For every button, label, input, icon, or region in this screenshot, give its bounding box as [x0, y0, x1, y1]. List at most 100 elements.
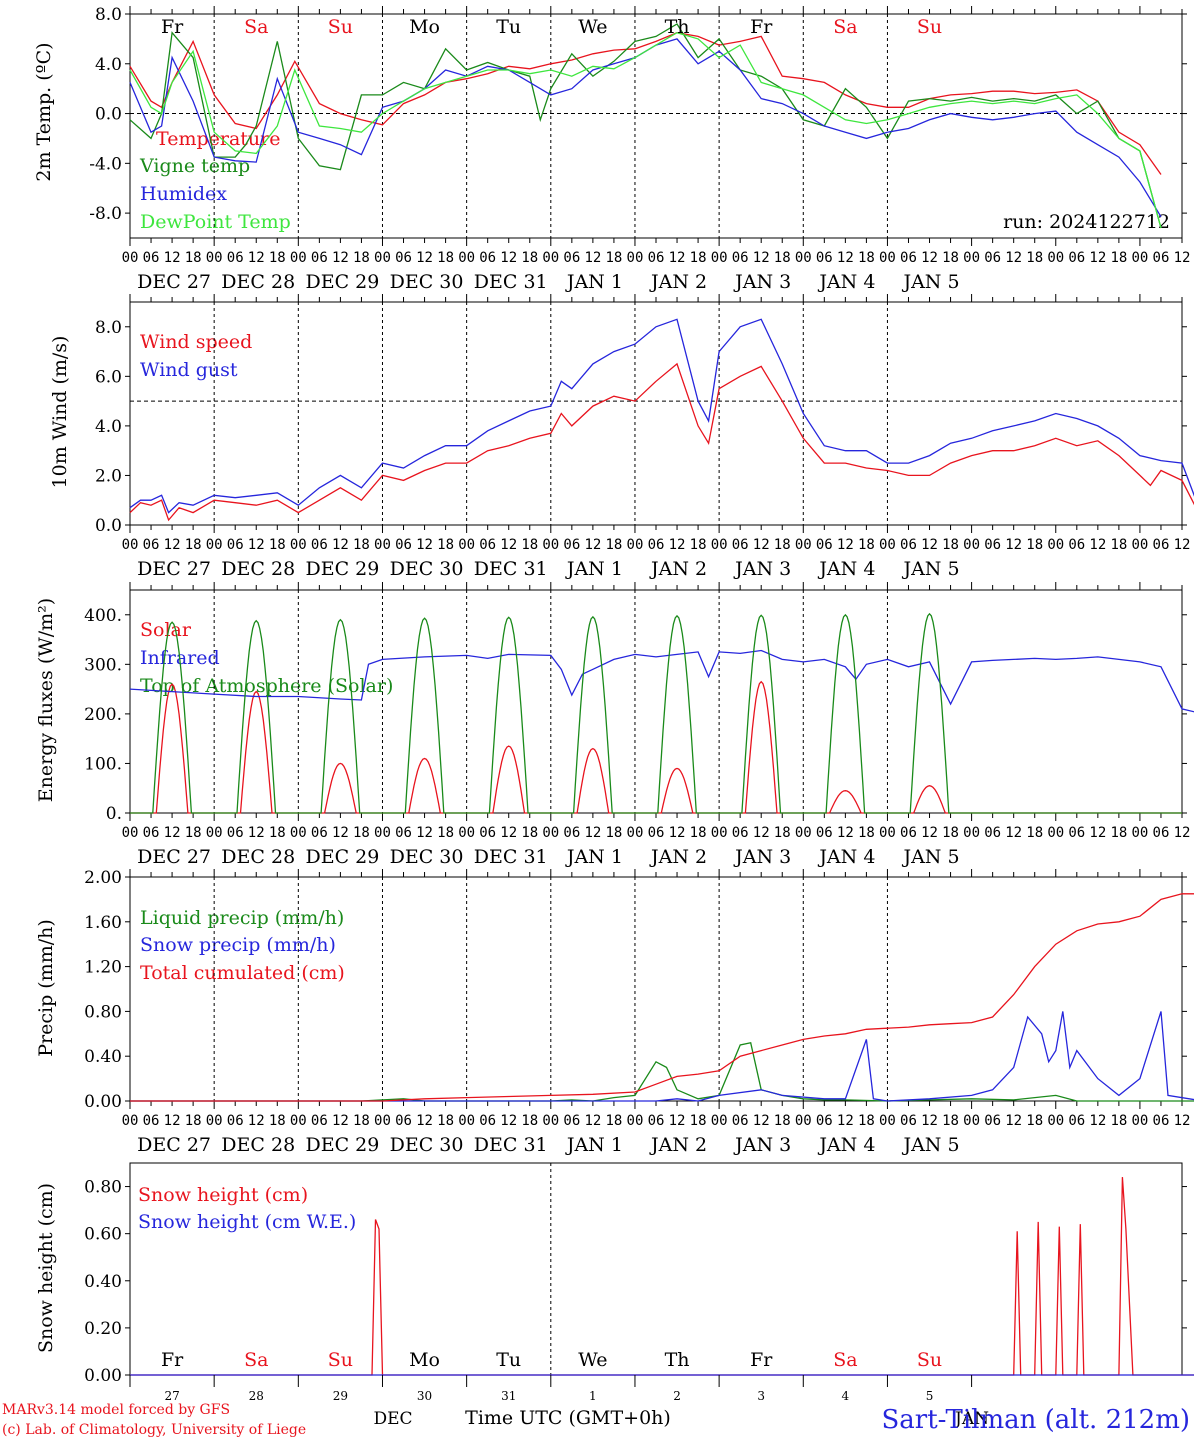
hour-tick-label: 00: [879, 537, 896, 553]
weekday-top: We: [578, 16, 607, 38]
hour-tick-label: 00: [963, 1113, 980, 1129]
hour-tick-label: 06: [816, 1113, 833, 1129]
hour-tick-label: 18: [437, 250, 454, 266]
hour-tick-label: 12: [416, 250, 433, 266]
hour-tick-label: 00: [963, 250, 980, 266]
hour-tick-label: 00: [963, 537, 980, 553]
hour-tick-label: 06: [311, 825, 328, 841]
temperature-ylabel: 2m Temp. (ºC): [33, 42, 55, 181]
hour-tick-label: 12: [584, 1113, 601, 1129]
hour-tick-label: 06: [311, 1113, 328, 1129]
hour-tick-label: 00: [458, 250, 475, 266]
hour-tick-label: 00: [374, 537, 391, 553]
weekday-top: Su: [917, 16, 942, 38]
hour-tick-label: 18: [269, 537, 286, 553]
y-tick-label: 4.0: [95, 55, 122, 75]
date-label: DEC 28: [221, 558, 295, 580]
weekday-bottom: Fr: [750, 1349, 773, 1371]
hour-tick-label: 12: [1089, 250, 1106, 266]
weekday-bottom: Sa: [833, 1349, 857, 1371]
hour-tick-label: 06: [143, 825, 160, 841]
y-tick-label: 4.0: [95, 417, 122, 437]
hour-tick-label: 06: [732, 537, 749, 553]
hour-tick-label: 00: [206, 250, 223, 266]
hour-tick-label: 18: [942, 825, 959, 841]
hour-tick-label: 06: [984, 537, 1001, 553]
y-tick-label: 400.: [84, 606, 122, 626]
hour-tick-label: 18: [1110, 537, 1127, 553]
y-tick-label: 100.: [84, 754, 122, 774]
hour-tick-label: 18: [774, 825, 791, 841]
series-line: [129, 23, 1162, 229]
weekday-bottom: Fr: [161, 1349, 184, 1371]
hour-tick-label: 06: [1153, 1113, 1170, 1129]
hour-tick-label: 18: [185, 250, 202, 266]
hour-tick-label: 12: [1005, 825, 1022, 841]
hour-tick-label: 18: [185, 1113, 202, 1129]
hour-tick-label: 00: [1131, 250, 1148, 266]
legend-dewpoint: DewPoint Temp: [140, 211, 291, 233]
hour-tick-label: 18: [858, 1113, 875, 1129]
hour-tick-label: 00: [458, 1113, 475, 1129]
hour-tick-label: 12: [1089, 537, 1106, 553]
snow-panel: Snow height (cm) Snow height (cm) Snow h…: [35, 1183, 356, 1353]
date-label: JAN 2: [649, 558, 707, 580]
hour-tick-label: 12: [921, 825, 938, 841]
day-number: 1: [589, 1389, 597, 1403]
hour-tick-label: 00: [711, 1113, 728, 1129]
day-number: 28: [249, 1389, 264, 1403]
y-tick-label: 1.20: [84, 958, 122, 978]
hour-tick-label: 12: [753, 825, 770, 841]
hour-tick-label: 00: [290, 1113, 307, 1129]
hour-tick-label: 06: [563, 537, 580, 553]
hour-tick-label: 00: [879, 250, 896, 266]
hour-tick-label: 12: [248, 825, 265, 841]
hour-tick-label: 06: [479, 1113, 496, 1129]
hour-tick-label: 12: [164, 250, 181, 266]
y-tick-label: 0.0: [95, 105, 122, 125]
temperature-panel: 2m Temp. (ºC) Temperature Vigne temp Hum…: [33, 42, 1170, 233]
hour-tick-label: 00: [627, 250, 644, 266]
hour-tick-label: 06: [479, 825, 496, 841]
hour-tick-label: 06: [311, 250, 328, 266]
hour-tick-label: 12: [164, 825, 181, 841]
hour-tick-label: 18: [437, 1113, 454, 1129]
y-tick-label: 300.: [84, 655, 122, 675]
date-label: JAN 3: [733, 1134, 791, 1156]
hour-tick-label: 06: [479, 250, 496, 266]
hour-tick-label: 06: [395, 537, 412, 553]
hour-tick-label: 00: [122, 825, 139, 841]
month-right: JAN: [953, 1409, 989, 1429]
weekday-top: Sa: [244, 16, 268, 38]
hour-tick-label: 06: [984, 825, 1001, 841]
hour-tick-label: 12: [1174, 250, 1191, 266]
hour-tick-label: 18: [353, 537, 370, 553]
hour-tick-label: 06: [143, 1113, 160, 1129]
hour-tick-label: 00: [711, 250, 728, 266]
weekday-bottom: Sa: [244, 1349, 268, 1371]
hour-tick-label: 12: [332, 250, 349, 266]
hour-tick-label: 00: [627, 1113, 644, 1129]
date-label: DEC 27: [137, 558, 211, 580]
hour-tick-label: 06: [816, 250, 833, 266]
hour-tick-label: 00: [458, 537, 475, 553]
hour-tick-label: 06: [143, 250, 160, 266]
hour-tick-label: 06: [816, 825, 833, 841]
precip-ylabel: Precip (mm/h): [35, 919, 57, 1057]
energy-ylabel: Energy fluxes (W/m²): [35, 598, 57, 802]
hour-tick-label: 12: [837, 825, 854, 841]
hour-tick-label: 06: [984, 250, 1001, 266]
hour-tick-label: 18: [774, 1113, 791, 1129]
weekday-top: Fr: [750, 16, 773, 38]
hour-tick-label: 06: [1068, 825, 1085, 841]
hour-tick-label: 06: [227, 250, 244, 266]
date-label: JAN 1: [565, 558, 623, 580]
date-label: DEC 27: [137, 846, 211, 868]
hour-tick-label: 12: [248, 537, 265, 553]
hour-tick-label: 06: [563, 825, 580, 841]
plot-frame: [129, 301, 1183, 526]
hour-tick-label: 00: [458, 825, 475, 841]
hour-tick-label: 18: [353, 250, 370, 266]
hour-tick-label: 12: [837, 250, 854, 266]
hour-tick-label: 18: [942, 1113, 959, 1129]
